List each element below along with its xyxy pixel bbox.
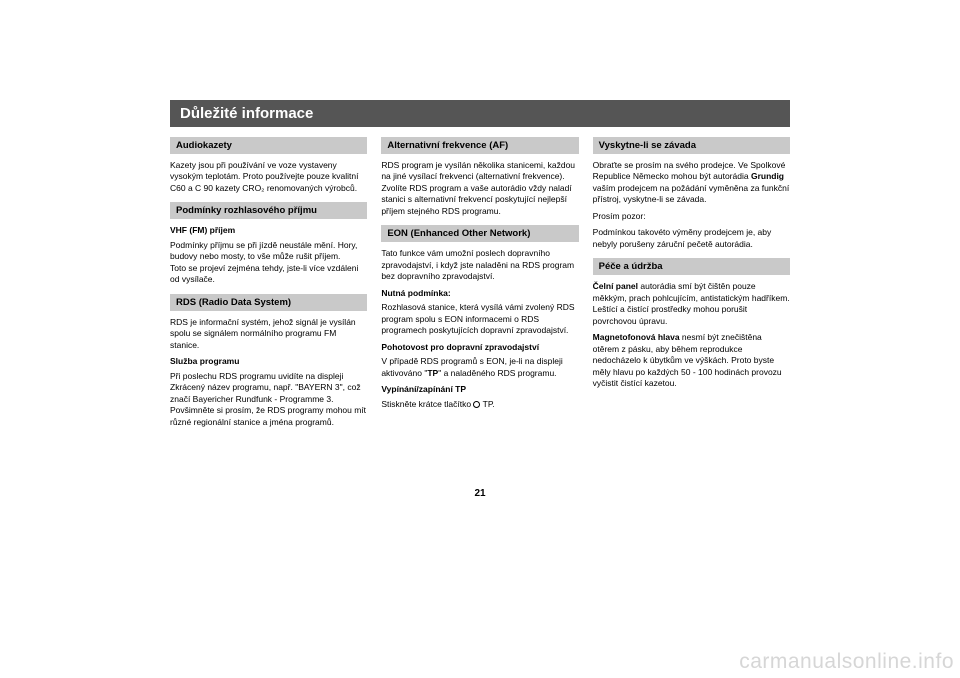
tp-bold-1: TP bbox=[427, 368, 438, 378]
grundig-bold: Grundig bbox=[751, 171, 784, 181]
column-3: Vyskytne-li se závada Obraťte se prosím … bbox=[593, 137, 790, 433]
text-eon: Tato funkce vám umožní poslech dopravníh… bbox=[381, 248, 578, 282]
text-pohotovost: V případě RDS programů s EON, je-li na d… bbox=[381, 356, 578, 379]
subhead-vhf: VHF (FM) příjem bbox=[170, 225, 367, 236]
text-vhf-2: Toto se projeví zejména tehdy, jste-li v… bbox=[170, 263, 367, 286]
text-pohotovost-post: " a naladěného RDS programu. bbox=[438, 368, 556, 378]
page: Důležité informace Audiokazety Kazety js… bbox=[0, 0, 960, 678]
text-zavada-2: Prosím pozor: bbox=[593, 211, 790, 222]
heading-eon: EON (Enhanced Other Network) bbox=[381, 225, 578, 242]
magnet-hlava-bold: Magnetofonová hlava bbox=[593, 332, 680, 342]
text-vyp-post: TP. bbox=[480, 399, 494, 409]
text-zavada-1: Obraťte se prosím na svého prodejce. Ve … bbox=[593, 160, 790, 206]
text-rds: RDS je informační systém, jehož signál j… bbox=[170, 317, 367, 351]
text-vyp-pre: Stiskněte krátce tlačítko bbox=[381, 399, 473, 409]
heading-podminky-prijmu: Podmínky rozhlasového příjmu bbox=[170, 202, 367, 219]
column-2: Alternativní frekvence (AF) RDS program … bbox=[381, 137, 578, 433]
columns: Audiokazety Kazety jsou při používání ve… bbox=[170, 137, 790, 433]
heading-zavada: Vyskytne-li se závada bbox=[593, 137, 790, 154]
subhead-sluzba: Služba programu bbox=[170, 356, 367, 367]
subhead-vypinani: Vypínání/zapínání TP bbox=[381, 384, 578, 395]
text-audiokazety: Kazety jsou při používání ve voze vystav… bbox=[170, 160, 367, 194]
text-nutna: Rozhlasová stanice, která vysílá vámi zv… bbox=[381, 302, 578, 336]
text-pece-1: Čelní panel autorádia smí být čištěn pou… bbox=[593, 281, 790, 327]
button-icon bbox=[473, 401, 480, 408]
celni-panel-bold: Čelní panel bbox=[593, 281, 638, 291]
text-af-1: RDS program je vysílán několika stanicem… bbox=[381, 160, 578, 183]
page-number: 21 bbox=[170, 488, 790, 499]
heading-rds: RDS (Radio Data System) bbox=[170, 294, 367, 311]
heading-audiokazety: Audiokazety bbox=[170, 137, 367, 154]
text-vypinani: Stiskněte krátce tlačítko TP. bbox=[381, 399, 578, 410]
text-vhf-1: Podmínky příjmu se při jízdě neustále mě… bbox=[170, 240, 367, 263]
text-zav1b: vaším prodejcem na požádání vyměněna za … bbox=[593, 183, 790, 204]
text-sluzba: Při poslechu RDS programu uvidíte na dis… bbox=[170, 371, 367, 428]
heading-af: Alternativní frekvence (AF) bbox=[381, 137, 578, 154]
subhead-pohotovost: Pohotovost pro dopravní zpravodajství bbox=[381, 342, 578, 353]
watermark: carmanualsonline.info bbox=[733, 646, 960, 678]
content-area: Důležité informace Audiokazety Kazety js… bbox=[170, 100, 790, 433]
page-title: Důležité informace bbox=[180, 105, 313, 122]
text-af-2: Zvolíte RDS program a vaše autorádio vžd… bbox=[381, 183, 578, 217]
page-title-bar: Důležité informace bbox=[170, 100, 790, 127]
text-pece-2: Magnetofonová hlava nesmí být znečištěna… bbox=[593, 332, 790, 389]
column-1: Audiokazety Kazety jsou při používání ve… bbox=[170, 137, 367, 433]
heading-pece: Péče a údržba bbox=[593, 258, 790, 275]
subhead-nutna: Nutná podmínka: bbox=[381, 288, 578, 299]
text-zavada-3: Podmínkou takovéto výměny prodejcem je, … bbox=[593, 227, 790, 250]
